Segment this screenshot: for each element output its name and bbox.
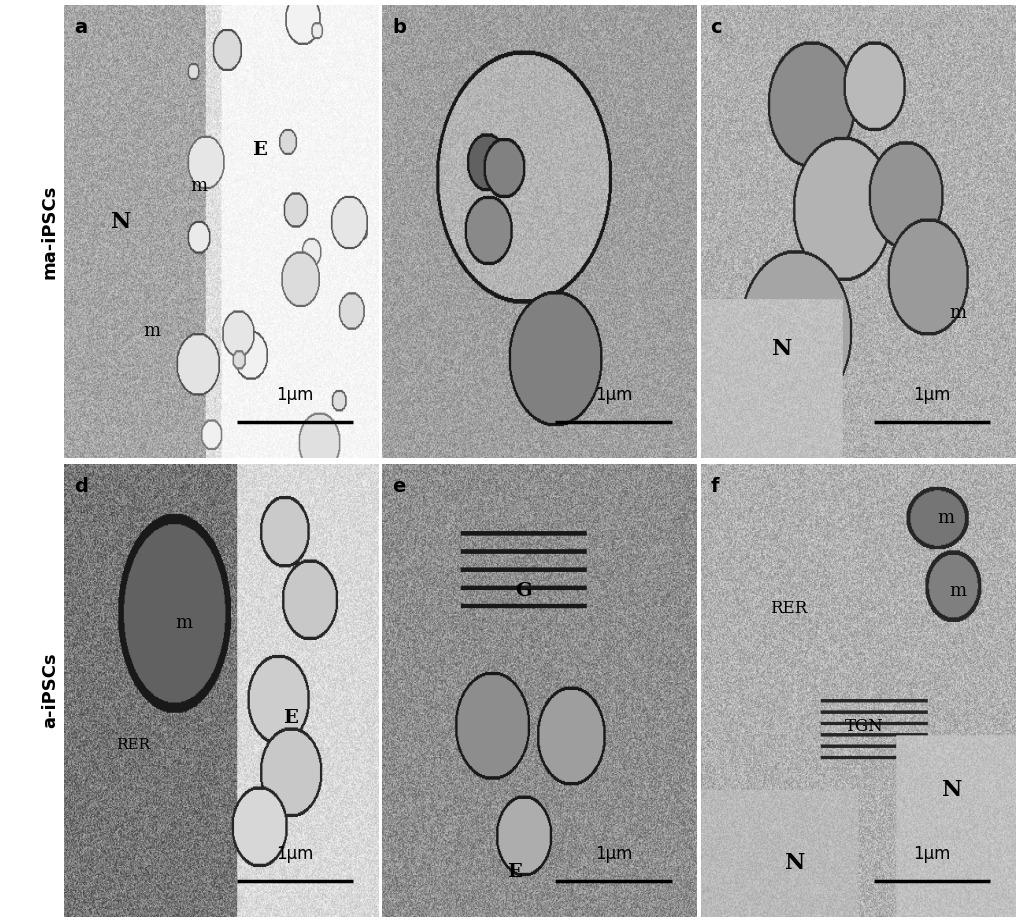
Text: N: N (771, 338, 792, 361)
Text: RER: RER (116, 738, 150, 752)
Text: m: m (144, 322, 161, 340)
Text: a: a (73, 18, 87, 37)
Text: ma-iPSCs: ma-iPSCs (41, 184, 59, 278)
Text: m: m (175, 613, 192, 632)
Text: TGN: TGN (844, 718, 882, 736)
Text: 1μm: 1μm (594, 385, 632, 404)
Text: d: d (73, 478, 88, 496)
Text: m: m (191, 177, 208, 195)
Text: RER: RER (769, 600, 806, 618)
Text: 1μm: 1μm (276, 385, 314, 404)
Text: m: m (949, 304, 966, 322)
Text: N: N (784, 852, 804, 874)
Text: 1μm: 1μm (912, 385, 950, 404)
Text: a-iPSCs: a-iPSCs (41, 653, 59, 728)
Text: c: c (709, 18, 721, 37)
Text: m: m (949, 582, 966, 600)
Text: E: E (252, 141, 266, 159)
Text: E: E (506, 863, 522, 881)
Text: E: E (282, 709, 298, 727)
Text: N: N (110, 211, 130, 233)
Text: f: f (709, 478, 718, 496)
Text: N: N (941, 779, 961, 801)
Text: 1μm: 1μm (276, 845, 314, 863)
Text: m: m (936, 509, 954, 527)
Text: G: G (515, 582, 532, 600)
Text: e: e (391, 478, 405, 496)
Text: 1μm: 1μm (912, 845, 950, 863)
Text: b: b (391, 18, 406, 37)
Text: 1μm: 1μm (594, 845, 632, 863)
